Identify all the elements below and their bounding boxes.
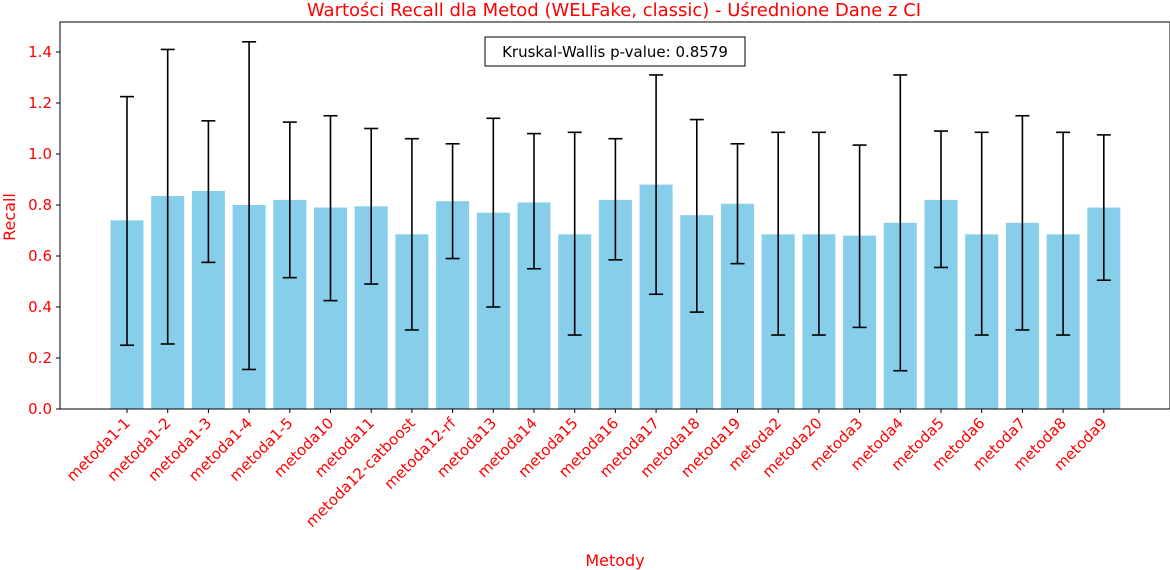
y-axis: 0.0 0.2 0.4 0.6 0.8 1.0 1.2 1.4: [28, 43, 60, 418]
y-tick-label: 1.0: [28, 145, 52, 163]
chart-title: Wartości Recall dla Metod (WELFake, clas…: [307, 0, 921, 21]
y-tick-label: 0.4: [28, 298, 52, 316]
y-tick-label: 0.0: [28, 400, 52, 418]
bars-group: [110, 184, 1121, 409]
y-axis-label: Recall: [0, 193, 19, 241]
y-tick-label: 0.8: [28, 196, 52, 214]
annotation-frame: [484, 36, 746, 67]
annotation-box: Kruskal-Wallis p-value: 0.8579: [484, 36, 746, 67]
y-tick-label: 1.2: [28, 94, 52, 112]
x-axis: metoda1-1metoda1-2metoda1-3metoda1-4meto…: [63, 409, 1111, 531]
y-tick-label: 0.6: [28, 247, 52, 265]
x-axis-label: Metody: [585, 551, 644, 570]
kruskal-wallis-annotation: Kruskal-Wallis p-value: 0.8579: [502, 43, 728, 61]
y-tick-label: 1.4: [28, 43, 52, 61]
error-bars-group: [120, 40, 1111, 372]
y-tick-label: 0.2: [28, 349, 52, 367]
plot-frame: [59, 21, 1170, 410]
